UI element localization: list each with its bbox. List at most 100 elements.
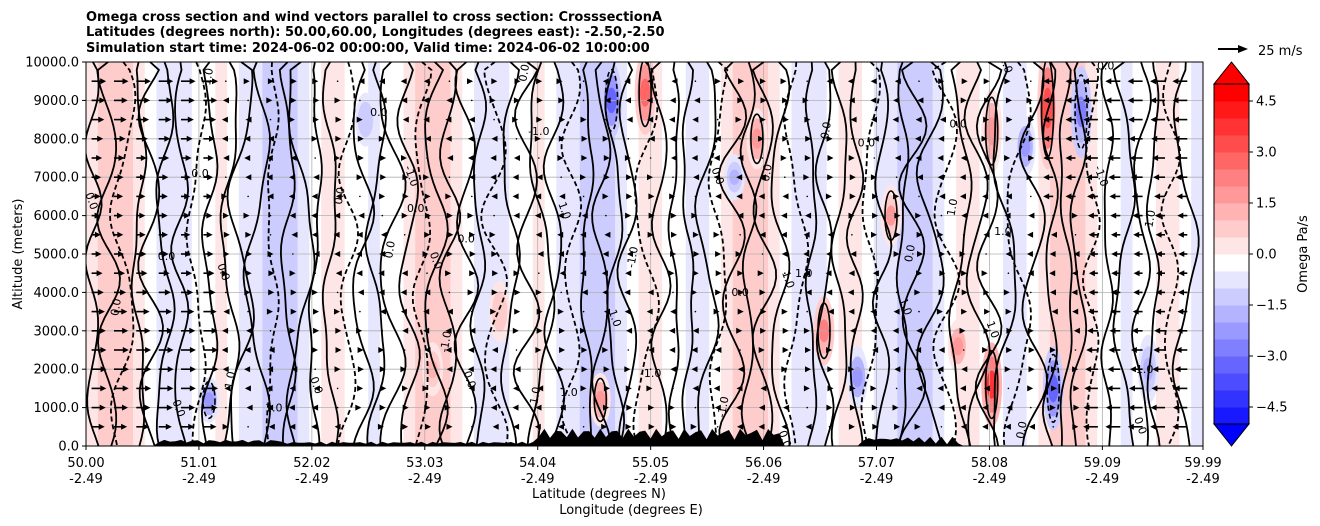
omega-cell [494, 301, 505, 322]
wind-vector-head [581, 347, 588, 353]
wind-vector-head [356, 174, 363, 181]
wind-vector-head [166, 97, 173, 104]
wind-vector-head [514, 308, 521, 315]
wind-vector-dot [582, 80, 585, 82]
omega-contour-line [694, 62, 720, 446]
wind-vector-head [402, 193, 409, 200]
wind-vector-head [1065, 155, 1072, 161]
wind-vector-head [848, 270, 855, 277]
wind-vector-dot [314, 368, 317, 371]
wind-vector-head [602, 135, 609, 142]
wind-vector-dot [269, 330, 272, 332]
contour-label: 0.0 [858, 137, 876, 150]
wind-vector-head [1005, 308, 1012, 315]
wind-vector-head [1006, 404, 1013, 411]
wind-vector-head [625, 212, 632, 219]
wind-vector-head [916, 385, 923, 392]
wind-vector-head [96, 270, 103, 277]
wind-vector-head [715, 270, 722, 277]
wind-vector-head [469, 327, 476, 334]
wind-vector-head [669, 347, 676, 353]
wind-vector-head [894, 212, 901, 219]
wind-vector-head [1150, 116, 1157, 123]
contour-label: 0.0 [82, 191, 100, 212]
colorbar-tick-label: −4.5 [1256, 401, 1288, 416]
wind-vector-head [97, 135, 104, 142]
wind-vector-head [513, 97, 520, 104]
wind-vector-head [288, 404, 295, 411]
wind-vector-head [492, 423, 499, 430]
wind-vector-head [1154, 327, 1161, 334]
wind-vector-head [122, 385, 129, 392]
wind-vector-head [424, 347, 431, 353]
contour-label: 1.0 [994, 225, 1012, 238]
wind-vector-head [669, 135, 676, 142]
wind-vector-head [356, 270, 363, 277]
wind-vector-head [423, 308, 430, 315]
colorbar-segment [1214, 254, 1249, 272]
wind-vector-head [959, 174, 966, 181]
wind-vector-head [758, 193, 765, 200]
wind-vector-head [445, 135, 452, 142]
wind-vector-head [982, 423, 989, 430]
wind-vector-head [446, 423, 453, 430]
wind-vector-dot [515, 349, 518, 351]
wind-vector-head [670, 212, 677, 219]
wind-vector-head [161, 212, 168, 219]
wind-vector-head [222, 366, 229, 373]
wind-vector-head [558, 251, 564, 257]
wind-vector-dot [694, 406, 697, 409]
x-tick-label-lat: 58.08 [971, 456, 1008, 471]
wind-vector-head [557, 155, 564, 161]
wind-vector-dot [292, 253, 294, 255]
wind-vector-head [1072, 366, 1079, 373]
wind-vector-head [166, 404, 173, 411]
wind-vector-head [803, 231, 810, 238]
wind-vector-head [311, 193, 318, 200]
wind-vector-head [211, 97, 218, 104]
wind-vector-head [1105, 97, 1112, 104]
wind-vector-head [937, 366, 944, 373]
wind-vector-head [402, 174, 409, 181]
wind-vector-head [737, 270, 744, 277]
wind-vector-head [917, 251, 923, 257]
wind-vector-head [290, 78, 297, 85]
wind-vector-head [961, 78, 968, 85]
wind-vector-dot [225, 291, 227, 294]
wind-vector-dot [895, 272, 898, 275]
wind-vector-head [445, 327, 452, 334]
wind-vector-head [268, 347, 275, 353]
wind-vector-dot [1007, 387, 1010, 390]
wind-vector-head [648, 212, 655, 219]
wind-vector-dot [403, 234, 406, 236]
colorbar-segment [1214, 186, 1249, 204]
omega-contour-line [1058, 62, 1073, 446]
wind-vector-head [938, 347, 945, 353]
wind-vector-head [782, 116, 789, 123]
wind-vector-head [671, 155, 677, 161]
wind-vector-head [603, 404, 609, 411]
x-tick-label-lat: 50.00 [67, 456, 104, 471]
wind-vector-head [691, 135, 698, 142]
wind-vector-head [1004, 423, 1011, 430]
wind-vector-head [357, 135, 364, 142]
wind-vector-head [1131, 193, 1138, 200]
wind-vector-head [402, 423, 409, 430]
wind-vector-dot [1007, 272, 1010, 275]
wind-vector-dot [359, 426, 361, 428]
wind-vector-head [737, 155, 744, 161]
wind-vector-head [1065, 174, 1072, 181]
wind-vector-head [1087, 193, 1093, 200]
wind-vector-head [512, 404, 519, 411]
wind-vector-head [871, 231, 877, 238]
wind-vector-dot [1030, 80, 1032, 82]
wind-vector-head [335, 135, 342, 142]
wind-vector-head [736, 404, 743, 411]
wind-vector-head [692, 116, 699, 123]
wind-vector-head [894, 78, 901, 85]
wind-vector-head [1004, 78, 1011, 85]
wind-vector-dot [493, 118, 495, 121]
wind-vector-head [581, 212, 588, 219]
wind-vector-head [1129, 155, 1136, 161]
wind-vector-head [1088, 231, 1095, 238]
